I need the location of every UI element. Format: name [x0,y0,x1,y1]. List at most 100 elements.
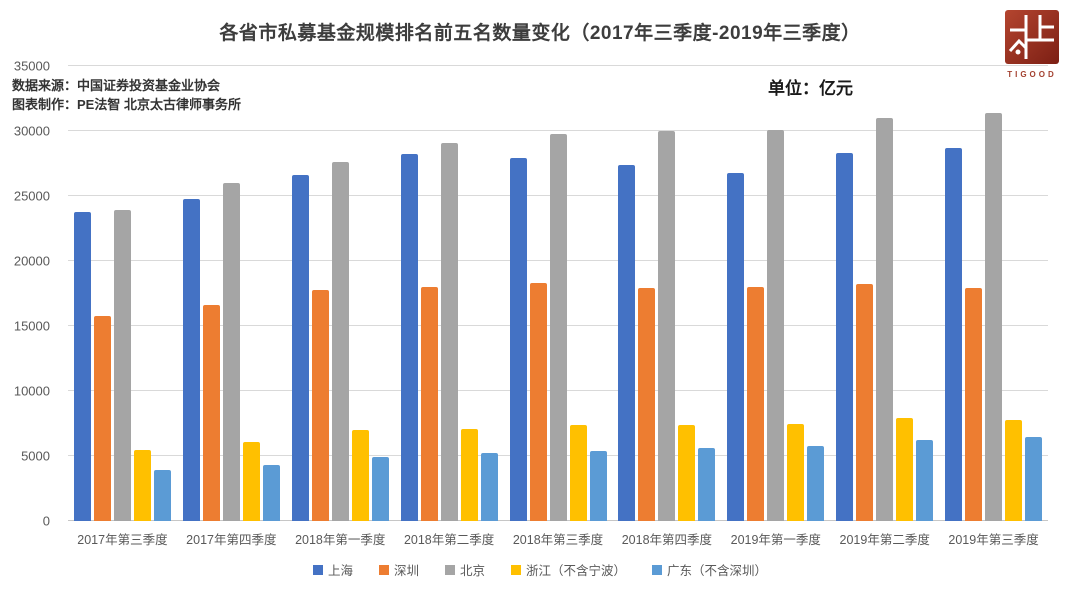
y-tick-label: 30000 [13,123,50,139]
bar [480,453,498,521]
legend-item: 上海 [312,560,353,579]
source-line: 数据来源：中国证券投资基金业协会 [12,78,221,93]
bar-groups [68,66,1048,521]
bar [311,289,329,521]
bar [509,158,527,521]
bar [618,164,636,521]
bar [73,211,91,521]
bar-group [395,66,504,521]
legend-swatch-icon [511,564,521,575]
bar [400,154,418,521]
x-tick-label: 2018年第四季度 [621,533,713,547]
bar-group [68,66,177,521]
bar [658,131,676,521]
bar-group [504,66,613,521]
legend-label: 上海 [327,564,353,578]
bar-group [612,66,721,521]
y-tick-label: 0 [42,513,50,529]
bar [698,448,716,521]
legend-swatch-icon [378,564,389,575]
bar [549,133,567,521]
bar [113,210,131,521]
legend-item: 北京 [444,560,485,579]
bar [182,198,200,521]
y-tick-label: 15000 [13,318,50,334]
y-axis: 0 5000 10000 15000 20000 25000 30000 35000 [0,59,58,529]
legend-swatch-icon [444,564,455,575]
y-tick-label: 25000 [13,188,50,204]
bar [638,288,656,521]
bar [787,423,805,521]
gridline [68,65,1048,66]
bar [836,153,854,521]
source-note: 数据来源：中国证券投资基金业协会 图表制作：PE法智 北京太古律师事务所 [12,76,241,114]
bar [985,112,1003,521]
bar [529,283,547,521]
x-tick-label: 2018年第三季度 [512,533,604,547]
bar [222,183,240,521]
bar [727,172,745,521]
bar [1025,436,1043,521]
bar [916,440,934,521]
bar [153,470,171,521]
y-tick-label: 35000 [13,58,50,74]
logo: TIGOOD [1000,10,1064,79]
credit-line: 图表制作：PE法智 北京太古律师事务所 [12,97,241,112]
bar [589,450,607,521]
bar [93,315,111,521]
bar [965,288,983,521]
logo-text: TIGOOD [1007,70,1057,79]
chart-title: 各省市私募基金规模排名前五名数量变化（2017年三季度-2019年三季度） [219,23,861,44]
bar [460,428,478,521]
bar [678,424,696,521]
x-tick-label: 2019年第三季度 [948,533,1039,547]
bar [351,430,369,521]
bar [440,142,458,521]
bar [1005,419,1023,521]
legend-item: 浙江（不含宁波） [511,560,626,579]
bar-group [830,66,939,521]
legend-item: 深圳 [378,560,419,579]
y-tick-label: 10000 [13,383,50,399]
bar [133,449,151,521]
bar [202,305,220,521]
legend-swatch-icon [652,564,663,575]
bar [242,441,260,521]
bar-group [939,66,1048,521]
legend: 上海 深圳 北京 浙江（不含宁波） 广东（不含深圳） [0,560,1080,579]
unit-label: 单位：亿元 [768,79,853,98]
x-tick-label: 2019年第二季度 [839,533,930,547]
bar-group [286,66,395,521]
bar [807,445,825,521]
bar [945,147,963,521]
legend-label: 深圳 [393,564,419,578]
tigood-logo-icon [1005,10,1059,64]
bar [262,465,280,521]
bar [569,424,587,521]
bar [291,175,309,521]
bar-group [721,66,830,521]
x-tick-label: 2019年第一季度 [730,533,821,547]
gridline [68,130,1048,131]
legend-item: 广东（不含深圳） [652,560,767,579]
legend-label: 广东（不含深圳） [667,564,768,578]
bar [747,287,765,521]
bar [371,457,389,521]
bar [420,287,438,521]
x-tick-label: 2017年第三季度 [77,533,168,547]
legend-label: 浙江（不含宁波） [526,564,627,578]
bar [876,118,894,521]
x-axis: 2017年第三季度 2017年第四季度 2018年第一季度 2018年第二季度 2018… [68,529,1048,548]
bar-group [177,66,286,521]
legend-swatch-icon [312,564,323,575]
x-tick-label: 2018年第二季度 [403,533,495,547]
bar [856,284,874,521]
legend-label: 北京 [459,564,485,578]
bar [331,162,349,521]
x-tick-label: 2018年第一季度 [295,533,386,547]
y-tick-label: 5000 [21,448,50,464]
y-tick-label: 20000 [13,253,50,269]
plot-area [68,65,1048,521]
x-tick-label: 2017年第四季度 [186,533,277,547]
